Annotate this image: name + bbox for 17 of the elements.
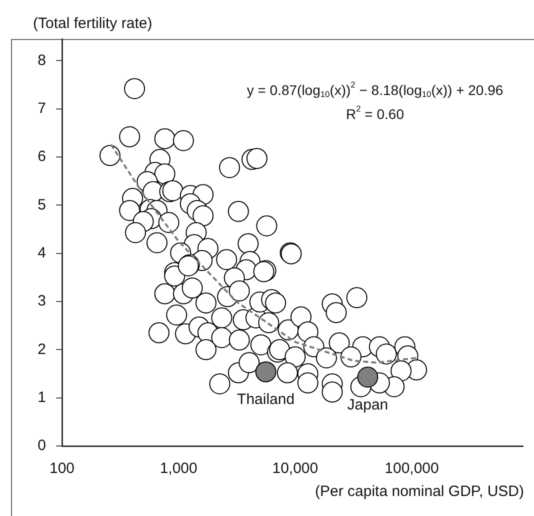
x-tick-label: 100,000 [384, 460, 439, 478]
y-tick-label: 0 [38, 437, 46, 454]
y-tick-label: 5 [38, 196, 46, 214]
x-tick-label: 10,000 [272, 460, 318, 478]
y-tick-label: 6 [38, 148, 46, 166]
y-tick-label: 3 [38, 292, 46, 310]
annotation: Thailand [237, 390, 295, 408]
y-tick-label: 8 [38, 52, 46, 69]
y-axis-title: (Total fertility rate) [33, 15, 152, 32]
x-axis-title: (Per capita nominal GDP, USD) [315, 483, 524, 500]
annotation: Japan [347, 396, 388, 414]
y-tick-label: 7 [38, 100, 46, 117]
y-tick-label: 1 [38, 388, 46, 406]
y-tick-label: 2 [38, 340, 46, 358]
x-tick-label: 1,000 [160, 460, 198, 478]
y-tick-label: 4 [38, 244, 46, 262]
x-tick-label: 100 [49, 460, 75, 478]
